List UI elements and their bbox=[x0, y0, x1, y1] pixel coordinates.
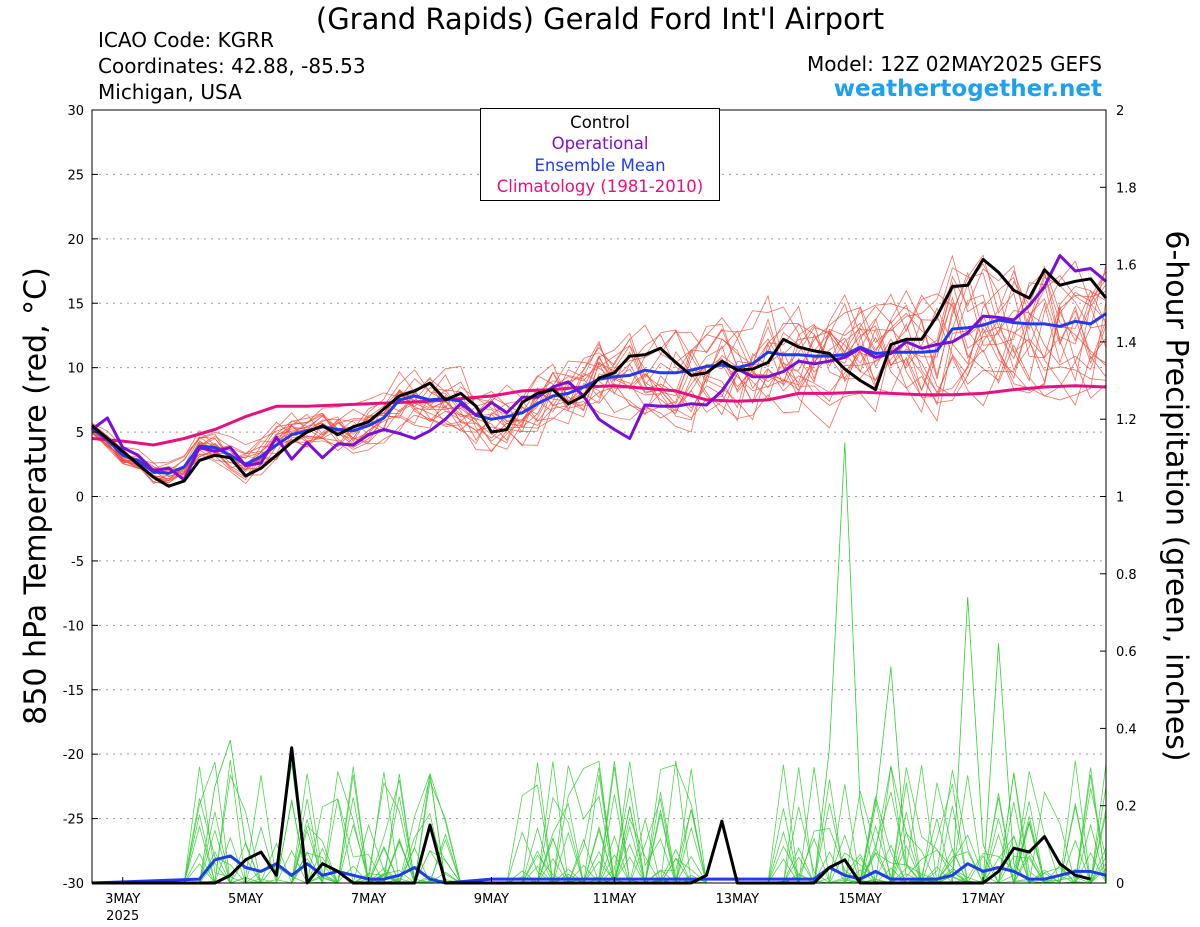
coordinates: Coordinates: 42.88, -85.53 bbox=[98, 54, 366, 78]
site-link[interactable]: weathertogether.net bbox=[833, 76, 1102, 102]
chart-title: (Grand Rapids) Gerald Ford Int'l Airport bbox=[315, 2, 885, 36]
temp-operational-line bbox=[91, 254, 1107, 482]
x-tick-label: 3MAY bbox=[105, 892, 140, 907]
y2-tick-label: 0.2 bbox=[1116, 800, 1137, 815]
y-tick-label: -25 bbox=[63, 813, 84, 828]
y-tick-label: -5 bbox=[71, 555, 84, 570]
y-tick-label: 10 bbox=[67, 362, 84, 377]
y-axis-label-right: 6-hour Precipitation (green, inches) bbox=[1158, 230, 1194, 762]
ensemble-temp-member bbox=[91, 271, 1107, 484]
ensemble-precip-member bbox=[982, 643, 1030, 884]
y2-tick-label: 0.6 bbox=[1116, 645, 1137, 660]
x-tick-sublabel: 2025 bbox=[106, 909, 139, 924]
y-tick-label: 30 bbox=[67, 104, 84, 119]
x-tick-label: 17MAY bbox=[961, 892, 1005, 907]
ensemble-temperature-members bbox=[91, 254, 1107, 486]
y-tick-label: 15 bbox=[67, 297, 84, 312]
ensemble-temp-member bbox=[91, 270, 1107, 478]
temp-climatology-1981-2010-line bbox=[91, 384, 1107, 447]
axis-ticks: 302520151050-5-10-15-20-25-3021.81.61.41… bbox=[63, 104, 1137, 924]
legend: Control Operational Ensemble Mean Climat… bbox=[480, 108, 720, 201]
precip-control-line bbox=[92, 746, 1091, 885]
y2-tick-label: 1 bbox=[1116, 491, 1124, 506]
y-tick-label: -30 bbox=[63, 877, 84, 892]
ensemble-precip-member bbox=[859, 666, 922, 884]
y-tick-label: 20 bbox=[67, 233, 84, 248]
y2-tick-label: 1.8 bbox=[1116, 181, 1137, 196]
y2-tick-label: 0 bbox=[1116, 877, 1124, 892]
legend-operational: Operational bbox=[551, 134, 649, 153]
legend-control: Control bbox=[570, 112, 630, 132]
ensemble-temp-member bbox=[91, 276, 1107, 480]
x-tick-label: 13MAY bbox=[715, 892, 759, 907]
y2-tick-label: 1.4 bbox=[1116, 336, 1137, 351]
ensemble-temp-member bbox=[91, 264, 1107, 474]
y2-tick-label: 0.4 bbox=[1116, 722, 1137, 737]
y2-tick-label: 2 bbox=[1116, 104, 1124, 119]
x-tick-label: 15MAY bbox=[838, 892, 882, 907]
ensemble-precip-member bbox=[813, 442, 876, 884]
model-run: Model: 12Z 02MAY2025 GEFS bbox=[807, 52, 1102, 76]
y-tick-label: 25 bbox=[67, 168, 84, 183]
y-tick-label: -15 bbox=[63, 684, 84, 699]
ensemble-precip-member bbox=[92, 760, 1107, 885]
legend-ensemble-mean: Ensemble Mean bbox=[534, 155, 666, 175]
y2-tick-label: 1.6 bbox=[1116, 259, 1137, 274]
location: Michigan, USA bbox=[98, 80, 242, 104]
ensemble-temp-member bbox=[91, 264, 1107, 479]
ensemble-temp-member bbox=[91, 254, 1107, 471]
y-tick-label: -10 bbox=[63, 619, 84, 634]
x-tick-label: 5MAY bbox=[228, 892, 263, 907]
y2-tick-label: 0.8 bbox=[1116, 568, 1137, 583]
y2-tick-label: 1.2 bbox=[1116, 413, 1137, 428]
gridlines bbox=[92, 173, 1106, 820]
legend-climatology: Climatology (1981-2010) bbox=[496, 177, 704, 196]
ensemble-temp-member bbox=[91, 317, 1107, 482]
ensemble-temp-member bbox=[91, 282, 1107, 483]
x-tick-label: 7MAY bbox=[351, 892, 386, 907]
precip-ensemble-mean-line bbox=[91, 854, 1107, 885]
series-lines bbox=[91, 254, 1108, 885]
ensemble-precip-member bbox=[952, 596, 999, 884]
y-tick-label: 0 bbox=[76, 491, 84, 506]
y-axis-label-left: 850 hPa Temperature (red, °C) bbox=[18, 267, 54, 725]
x-tick-label: 9MAY bbox=[474, 892, 509, 907]
y-tick-label: -20 bbox=[63, 748, 84, 763]
ensemble-precip-members bbox=[92, 442, 1107, 885]
y-tick-label: 5 bbox=[76, 426, 84, 441]
icao-code: ICAO Code: KGRR bbox=[98, 28, 274, 52]
ensemble-temp-member bbox=[91, 294, 1107, 484]
ensemble-temp-member bbox=[91, 272, 1107, 474]
temp-control-line bbox=[91, 257, 1108, 488]
x-tick-label: 11MAY bbox=[593, 892, 637, 907]
